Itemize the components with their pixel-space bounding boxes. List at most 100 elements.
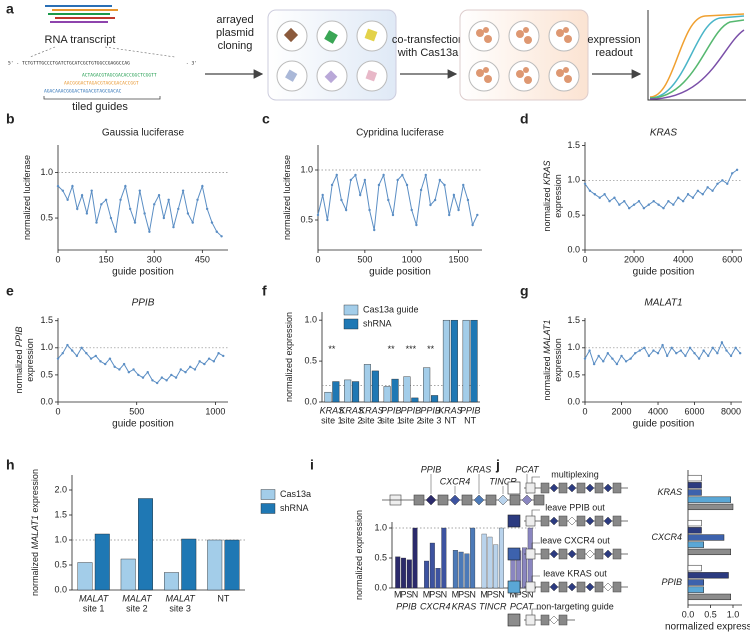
- construct-box: [576, 581, 586, 593]
- group-label: PPIB: [396, 601, 417, 611]
- data-point: [670, 346, 673, 350]
- x-tick-label: M: [480, 589, 488, 599]
- data-point: [629, 357, 632, 360]
- significance-label: **: [427, 344, 435, 354]
- legend-swatch: [260, 489, 276, 500]
- bar: [470, 319, 478, 403]
- bar: [687, 572, 729, 579]
- construct-guide: [603, 582, 613, 592]
- y-tick-label: 1.0: [54, 534, 67, 544]
- x-tick-label-site: NT: [444, 415, 456, 425]
- data-point: [677, 196, 680, 199]
- x-tick-label-gene: PPIB: [420, 405, 441, 415]
- legend-label: leave CXCR4 out: [540, 535, 610, 545]
- x-tick-label: 2000: [611, 406, 631, 416]
- bar: [424, 560, 430, 589]
- data-point: [56, 357, 60, 360]
- x-tick-label: 300: [147, 254, 162, 264]
- guide-sequence: AACGGGACTAGACGTAGCGACACCGGT: [64, 81, 139, 87]
- data-point: [424, 173, 427, 177]
- y-tick-label: 0.0: [304, 396, 317, 406]
- x-tick-label-gene: KRAS: [320, 405, 345, 415]
- promoter-arrow: [531, 575, 540, 582]
- x-tick-label-site: NT: [217, 593, 229, 603]
- data-point: [321, 193, 324, 197]
- data-point: [217, 352, 220, 355]
- x-tick-label-gene: PPIB: [381, 405, 402, 415]
- y-tick-label: 1.5: [40, 315, 53, 325]
- bar: [431, 395, 439, 403]
- x-tick-label: 2000: [624, 254, 644, 264]
- bar: [458, 551, 464, 589]
- y-axis-label-line: expression: [25, 338, 35, 382]
- data-point: [647, 354, 651, 358]
- x-tick-label: P: [487, 589, 493, 599]
- y-axis-label-line: normalized KRAS: [542, 160, 552, 231]
- data-point: [118, 368, 121, 371]
- data-point: [90, 189, 93, 192]
- data-point: [114, 230, 117, 233]
- x-tick-label-site: site 1: [380, 415, 402, 425]
- data-point: [71, 184, 74, 188]
- chart-title: Gaussia luciferase: [102, 128, 185, 139]
- x-tick-label-gene: PPIB: [460, 405, 481, 415]
- y-tick-label: 0.5: [300, 214, 313, 224]
- data-point: [212, 360, 216, 363]
- data-point: [70, 349, 74, 352]
- panel-a: a RNA transcript 5' - TCTGTTTGCCCTGATCTG…: [6, 1, 746, 113]
- x-axis-label: guide position: [369, 267, 431, 278]
- bar: [138, 498, 153, 591]
- data-point: [681, 200, 685, 203]
- significance-label: ***: [406, 344, 417, 354]
- bar: [352, 381, 360, 403]
- panel-label: g: [520, 283, 529, 299]
- guide-sequence: AGACAAACGGGACTAGACGTAGCGACAC: [44, 89, 122, 95]
- data-point: [632, 203, 636, 206]
- data-point: [170, 373, 173, 377]
- legend-swatch: [507, 547, 521, 561]
- x-tick-label: 500: [357, 254, 372, 264]
- x-axis-label: guide position: [633, 419, 695, 430]
- x-tick-label: 0.0: [682, 609, 695, 619]
- data-point: [613, 196, 616, 199]
- data-point: [165, 379, 168, 382]
- x-tick-label: M: [423, 589, 431, 599]
- step-label: readout: [595, 47, 632, 59]
- data-point: [665, 354, 669, 358]
- chart-title: Cypridina luciferase: [356, 128, 444, 139]
- data-point: [85, 212, 89, 215]
- bar: [687, 489, 702, 496]
- bar: [687, 482, 702, 489]
- construct-guide: [449, 494, 461, 506]
- x-tick-label: S: [406, 589, 412, 599]
- bar: [324, 391, 332, 403]
- data-point: [100, 203, 103, 206]
- data-point: [377, 183, 381, 187]
- data-point: [133, 221, 137, 224]
- y-axis-label: normalized luciferase: [282, 155, 292, 240]
- wells: [468, 20, 580, 92]
- significance-label: **: [388, 344, 396, 354]
- data-point: [696, 189, 700, 192]
- y-axis-label-line-part: KRAS: [542, 160, 552, 185]
- data-point: [151, 379, 154, 382]
- legend-label: leave PPIB out: [545, 502, 605, 512]
- promoter: [525, 581, 536, 593]
- construct-guide: [567, 582, 577, 592]
- data-point: [220, 235, 223, 238]
- data-point: [405, 183, 409, 187]
- x-tick-label-site: site 3: [361, 415, 383, 425]
- panel-label: b: [6, 111, 15, 127]
- data-point: [706, 186, 709, 189]
- x-tick-label-site: site 2: [400, 415, 422, 425]
- data-point: [730, 172, 734, 175]
- data-point: [326, 218, 329, 222]
- construct-label: KRAS: [467, 464, 492, 474]
- construct-box: [576, 515, 586, 527]
- bar: [411, 397, 419, 403]
- bar: [687, 593, 731, 601]
- transcript-icon: [45, 5, 118, 23]
- data-point: [167, 198, 170, 201]
- y-axis-label-line-part: expression: [553, 338, 563, 382]
- data-point: [672, 203, 675, 206]
